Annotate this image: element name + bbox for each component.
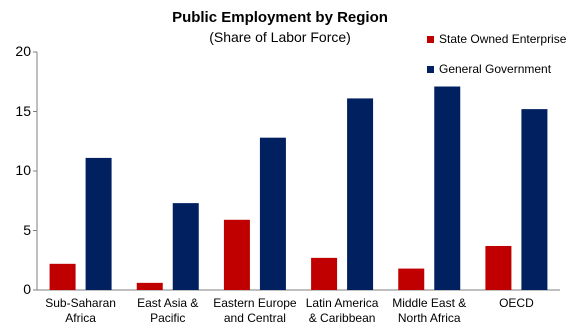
legend-label-soe: State Owned Enterprise — [439, 32, 567, 46]
bar-soe-0 — [49, 263, 76, 290]
x-tick-label: Middle East & North Africa — [392, 296, 467, 325]
bar-soe-2 — [223, 219, 250, 290]
x-tick-label: OECD — [499, 296, 534, 310]
y-tick-label: 20 — [15, 43, 31, 59]
chart-title: Public Employment by Region — [172, 9, 388, 26]
bar-soe-3 — [311, 257, 338, 290]
y-tick-label: 15 — [15, 102, 31, 119]
legend-item-gg: General Government — [427, 61, 566, 77]
legend-item-soe: State Owned Enterprise — [427, 31, 566, 47]
bar-gg-3 — [347, 98, 374, 290]
bar-gg-1 — [172, 203, 199, 290]
bar-gg-4 — [434, 86, 461, 290]
legend-label-gg: General Government — [439, 62, 552, 76]
y-tick-label: 10 — [15, 162, 31, 178]
bar-gg-0 — [85, 157, 112, 290]
x-tick-label: Eastern Europe and Central — [213, 296, 297, 325]
x-tick-label: East Asia & Pacific — [137, 296, 199, 325]
legend: State Owned Enterprise General Governmen… — [427, 31, 566, 91]
legend-swatch-gg — [427, 65, 434, 73]
x-tick-label: Sub-Saharan Africa — [45, 296, 116, 325]
bar-soe-5 — [485, 245, 512, 290]
bar-gg-5 — [521, 109, 548, 291]
y-tick-label: 0 — [23, 281, 31, 297]
bar-soe-1 — [136, 282, 163, 290]
chart-subtitle: (Share of Labor Force) — [209, 29, 351, 45]
x-tick-label: Latin America & Caribbean — [305, 296, 379, 325]
legend-swatch-soe — [427, 35, 434, 43]
bar-soe-4 — [398, 268, 425, 290]
bar-gg-2 — [259, 137, 286, 290]
y-tick-label: 5 — [23, 221, 31, 238]
